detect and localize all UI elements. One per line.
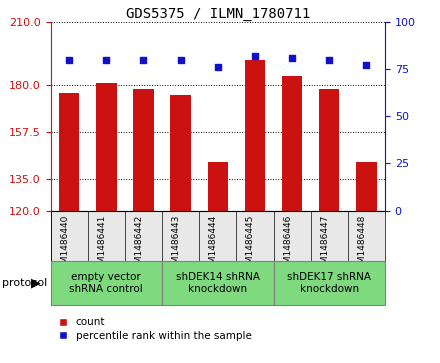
Text: shDEK14 shRNA
knockdown: shDEK14 shRNA knockdown	[176, 272, 260, 294]
Text: GSM1486442: GSM1486442	[135, 215, 143, 275]
Point	[103, 57, 110, 62]
Bar	[282, 76, 302, 211]
Point	[326, 57, 333, 62]
Text: GSM1486444: GSM1486444	[209, 215, 218, 275]
Point	[66, 57, 73, 62]
Point	[214, 64, 221, 70]
Text: GSM1486448: GSM1486448	[357, 215, 367, 275]
Legend: count, percentile rank within the sample: count, percentile rank within the sample	[59, 317, 251, 340]
Bar	[51, 261, 162, 305]
Bar	[170, 95, 191, 211]
Point	[251, 53, 258, 59]
Bar	[274, 261, 385, 305]
Text: protocol: protocol	[2, 278, 48, 288]
Bar	[356, 162, 377, 211]
Bar	[59, 93, 79, 211]
Text: GSM1486447: GSM1486447	[320, 215, 329, 275]
Point	[363, 62, 370, 68]
Text: GSM1486440: GSM1486440	[60, 215, 69, 275]
Text: ▶: ▶	[31, 277, 40, 290]
Bar	[162, 261, 274, 305]
Text: GSM1486446: GSM1486446	[283, 215, 292, 275]
Text: GSM1486443: GSM1486443	[172, 215, 181, 275]
Text: GSM1486445: GSM1486445	[246, 215, 255, 275]
Point	[177, 57, 184, 62]
Bar	[245, 60, 265, 211]
Title: GDS5375 / ILMN_1780711: GDS5375 / ILMN_1780711	[126, 7, 310, 21]
Point	[140, 57, 147, 62]
Bar	[133, 89, 154, 211]
Bar	[96, 83, 117, 211]
Bar	[208, 162, 228, 211]
Text: GSM1486441: GSM1486441	[97, 215, 106, 275]
Text: shDEK17 shRNA
knockdown: shDEK17 shRNA knockdown	[287, 272, 371, 294]
Bar	[319, 89, 340, 211]
Text: empty vector
shRNA control: empty vector shRNA control	[70, 272, 143, 294]
Point	[289, 55, 296, 61]
